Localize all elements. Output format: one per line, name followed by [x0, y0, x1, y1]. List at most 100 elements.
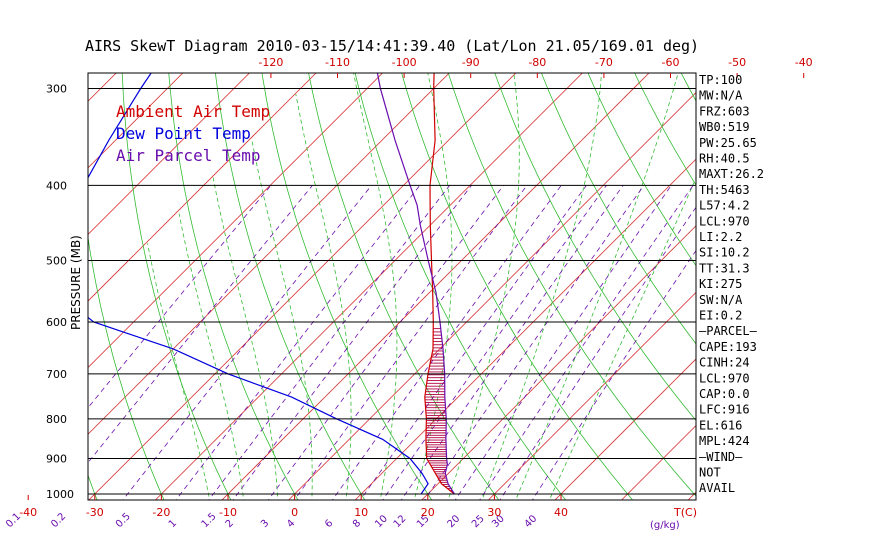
dry-adiabat-line	[308, 73, 500, 500]
dry-adiabat-line	[354, 73, 567, 500]
series-air-parcel-temp	[376, 73, 455, 495]
chart-title: AIRS SkewT Diagram 2010-03-15/14:41:39.4…	[85, 37, 699, 55]
index-item: LCL:970	[699, 214, 750, 228]
top-temp-tick-label: -120	[258, 56, 283, 69]
mixing-ratio-line	[88, 185, 313, 464]
index-item: LCL:970	[699, 371, 750, 385]
index-item: CINH:24	[699, 356, 750, 370]
top-temp-tick-label: -100	[392, 56, 417, 69]
top-temp-tick-label: -40	[795, 56, 813, 69]
mixing-ratio-line	[382, 185, 607, 500]
dry-adiabat-line	[541, 73, 696, 345]
mixing-ratio-label: 40	[523, 513, 540, 530]
legend-entry: Air Parcel Temp	[116, 146, 261, 165]
mixing-ratio-label: 0.2	[49, 511, 68, 530]
dry-adiabat-line	[447, 73, 696, 497]
moist-adiabat-line	[548, 177, 696, 500]
plot-frame	[87, 72, 697, 501]
index-item: LI:2.2	[699, 230, 742, 244]
mixing-ratio-line	[424, 185, 645, 500]
index-item: SI:10.2	[699, 246, 750, 260]
mixing-ratio-unit: (g/kg)	[650, 520, 680, 531]
mixing-ratio-label: 6	[323, 518, 335, 530]
top-temp-tick-label: -50	[728, 56, 746, 69]
isotherm-line	[154, 73, 583, 500]
isotherm-line	[88, 73, 250, 235]
mixing-ratio-line	[531, 249, 696, 500]
dry-adiabat-line	[848, 0, 870, 510]
index-item: AVAIL	[699, 481, 735, 495]
mixing-ratio-label: 2	[224, 518, 236, 530]
index-item: TH:5463	[699, 183, 750, 197]
index-item: EI:0.2	[699, 309, 742, 323]
mixing-ratio-label: 1.5	[200, 511, 219, 530]
mixing-ratio-line	[359, 185, 587, 500]
index-item: MPL:424	[699, 434, 750, 448]
index-item: LFC:916	[699, 403, 750, 417]
dry-adiabat-line	[215, 73, 366, 500]
isotherm-line	[88, 73, 184, 169]
legend-entry: Dew Point Temp	[116, 124, 251, 143]
mixing-ratio-line	[454, 185, 672, 500]
bottom-temp-tick-label: 40	[554, 506, 568, 519]
axes: 0.10.20.511.52346810121520253040(g/kg)10…	[4, 56, 813, 531]
index-item: CAP:0.0	[699, 387, 750, 401]
series-dew-point-temp	[88, 73, 429, 495]
pressure-tick-label: 800	[46, 413, 67, 426]
mixing-ratio-line	[400, 185, 624, 500]
mixing-ratio-label: 25	[470, 513, 487, 530]
mixing-ratio-label: 0.5	[114, 511, 133, 530]
top-temp-tick-label: -60	[662, 56, 680, 69]
index-item: WB0:519	[699, 120, 750, 134]
mixing-ratio-label: 20	[446, 513, 463, 530]
pressure-tick-label: 500	[46, 255, 67, 268]
moist-adiabat-line	[447, 73, 520, 500]
mixing-ratio-line	[293, 185, 528, 500]
isotherm-line	[0, 0, 222, 510]
dry-adiabat-line	[587, 73, 696, 267]
mixing-ratio-line	[88, 185, 272, 409]
legend-entry: Ambient Air Temp	[116, 102, 270, 121]
index-item: —PARCEL—	[699, 324, 758, 338]
pressure-tick-label: 400	[46, 179, 67, 192]
isotherm-line	[487, 291, 696, 500]
index-item: MAXT:26.2	[699, 167, 764, 181]
index-item: L57:4.2	[699, 199, 750, 213]
isotherm-line	[288, 92, 696, 500]
index-item: SW:N/A	[699, 293, 743, 307]
mixing-ratio-label: 8	[351, 518, 363, 530]
index-item: TP:100	[699, 73, 742, 87]
series-ambient-air-temp	[424, 73, 455, 495]
bottom-temp-tick-label: 10	[354, 506, 368, 519]
pressure-tick-label: 300	[46, 83, 67, 96]
pressure-tick-label: 1000	[46, 488, 74, 501]
index-item: MW:N/A	[699, 89, 743, 103]
bottom-temp-tick-label: -40	[19, 506, 37, 519]
isotherm-line	[88, 73, 450, 435]
dry-adiabat-line	[813, 0, 870, 510]
pressure-tick-label: 600	[46, 316, 67, 329]
top-temp-tick-label: -70	[595, 56, 613, 69]
top-temp-tick-label: -110	[325, 56, 350, 69]
moist-adiabat-line	[515, 73, 679, 500]
bottom-temp-tick-label: 30	[487, 506, 501, 519]
dry-adiabat-line	[168, 73, 299, 500]
dry-adiabat-line	[744, 0, 870, 510]
moist-adiabat-line	[353, 73, 398, 500]
mixing-ratio-label: 1	[167, 518, 179, 530]
moist-adiabat-line	[295, 94, 352, 500]
mixing-ratio-line	[122, 185, 372, 500]
y-axis-label: PRESSURE (MB)	[69, 235, 83, 330]
index-item: —WIND—	[699, 450, 743, 464]
mixing-ratio-label: 12	[392, 513, 409, 530]
top-temp-tick-label: -80	[528, 56, 546, 69]
cape-shading	[424, 328, 453, 492]
isotherm-line	[0, 0, 288, 510]
index-item: FRZ:603	[699, 104, 750, 118]
pressure-tick-label: 900	[46, 453, 67, 466]
bottom-temp-tick-label: -20	[152, 506, 170, 519]
index-item: KI:275	[699, 277, 742, 291]
mixing-ratio-label: 3	[259, 518, 271, 530]
